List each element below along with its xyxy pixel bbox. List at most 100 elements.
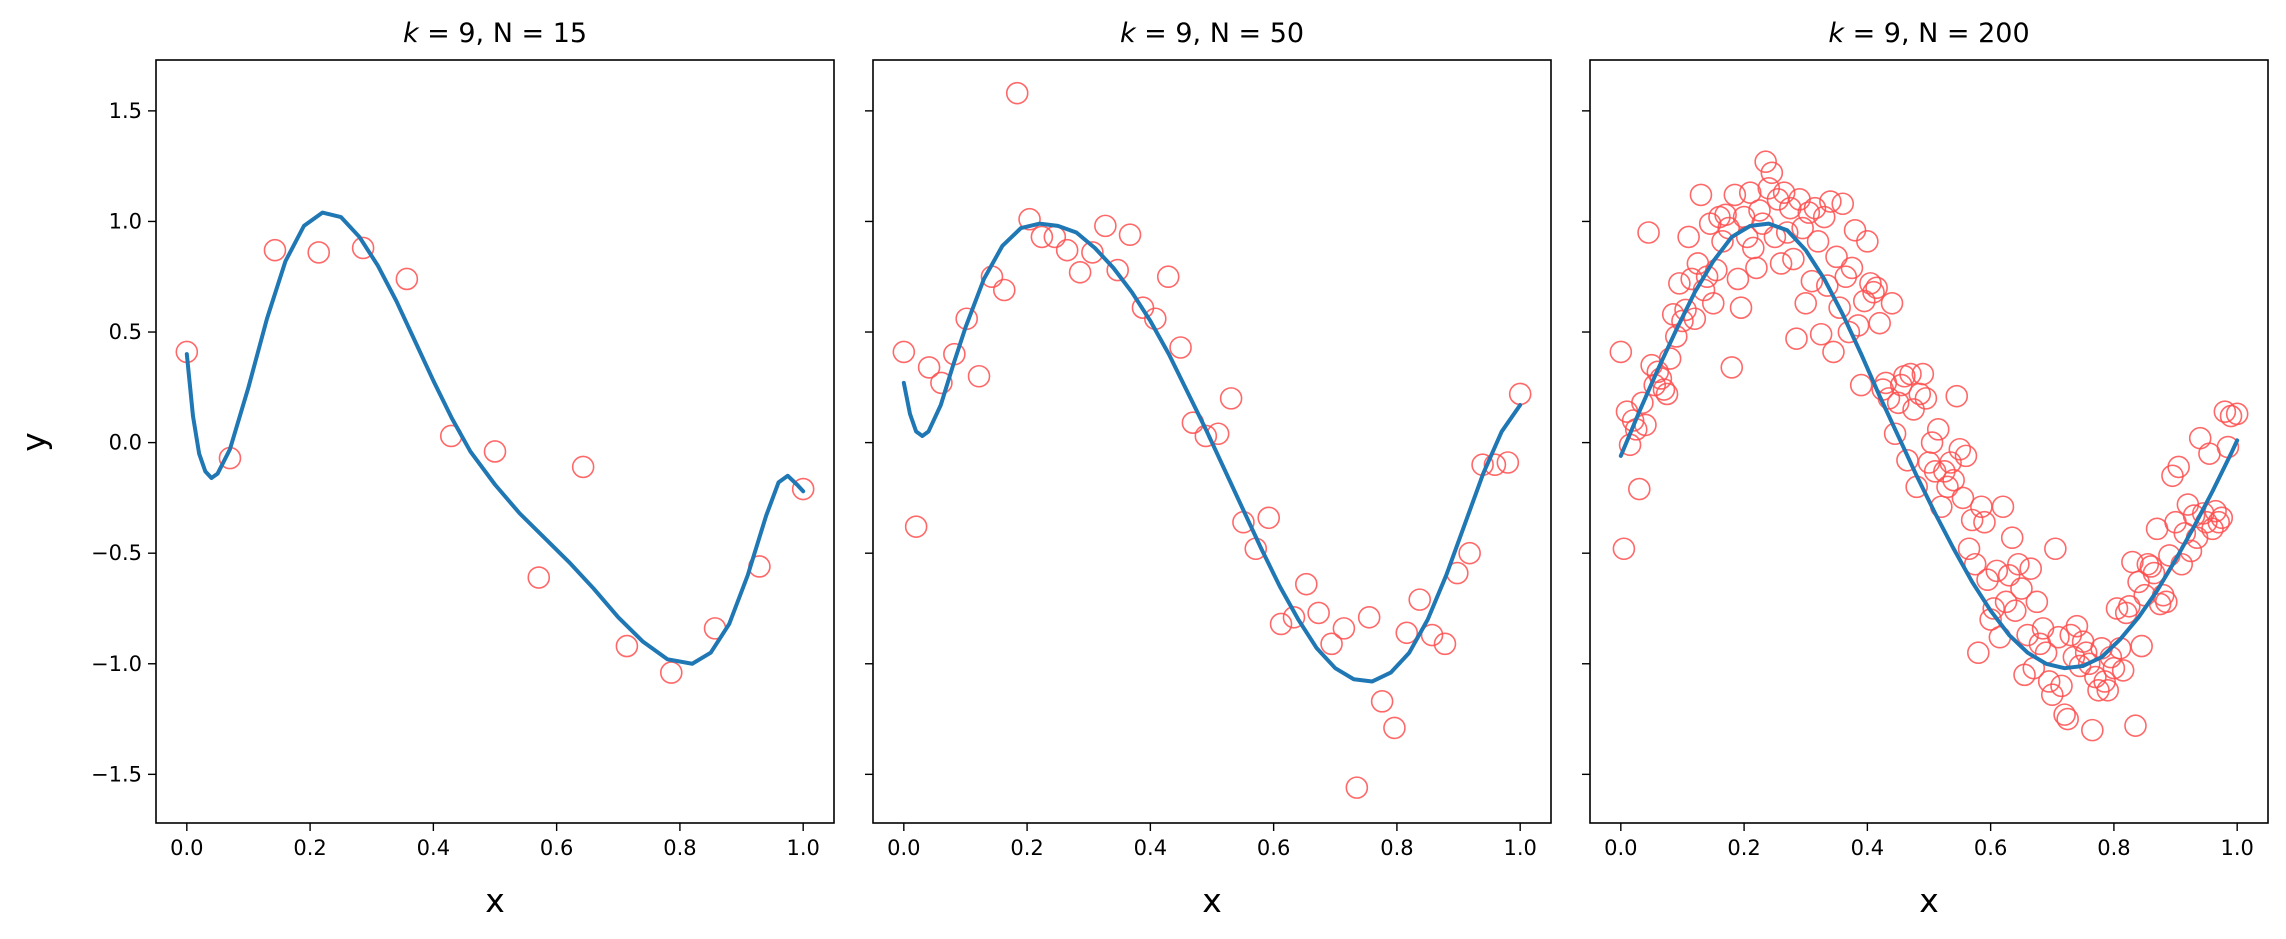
- data-point: [1068, 261, 1092, 284]
- x-tick-label: 0.8: [2097, 836, 2130, 860]
- data-point: [1689, 183, 1713, 207]
- data-point: [2010, 577, 2033, 600]
- data-point: [1852, 289, 1876, 313]
- data-point: [1383, 716, 1406, 740]
- data-point: [917, 356, 941, 379]
- data-point: [1483, 453, 1507, 477]
- data-point: [1433, 632, 1457, 656]
- data-point: [2118, 594, 2141, 618]
- data-point: [1856, 230, 1879, 253]
- y-tick-label: 0.0: [109, 431, 142, 455]
- data-point: [1118, 223, 1142, 247]
- data-point: [967, 364, 991, 388]
- scatter-points: [892, 81, 1532, 799]
- data-point: [1745, 256, 1768, 280]
- data-point: [2016, 623, 2039, 647]
- axes-frame: [1589, 59, 2269, 824]
- panel-2: k = 9, N = 50 0.0 0.2 0.4 0.6 0.8 1.0 x: [865, 18, 1552, 920]
- data-point: [395, 267, 419, 291]
- panel-title: k = 9, N = 200: [1828, 18, 2029, 49]
- data-point: [1332, 617, 1356, 640]
- data-point: [1960, 508, 1984, 532]
- x-tick-label: 0.4: [1851, 836, 1884, 860]
- data-point: [1991, 495, 2015, 519]
- data-point: [1043, 225, 1067, 249]
- data-point: [1674, 298, 1697, 322]
- data-point: [263, 238, 287, 262]
- x-tick-label: 0.2: [1727, 836, 1760, 860]
- x-tick-label: 0.8: [663, 836, 696, 860]
- x-tick-label: 1.0: [1503, 836, 1536, 860]
- data-point: [1628, 477, 1651, 501]
- data-point: [2025, 590, 2049, 614]
- y-tick-label: 1.5: [109, 99, 142, 123]
- data-point: [1831, 192, 1855, 216]
- data-point: [1345, 776, 1369, 799]
- data-point: [1775, 221, 1799, 244]
- axes-frame: [872, 59, 1552, 824]
- data-point: [1698, 212, 1722, 235]
- data-point: [1701, 291, 1725, 315]
- panel-title-rest: = 9, N = 50: [1136, 18, 1304, 49]
- data-point: [1156, 265, 1180, 289]
- data-point: [2142, 561, 2166, 585]
- data-point: [1800, 269, 1824, 293]
- data-point: [2207, 510, 2230, 534]
- fit-curve: [901, 221, 1523, 684]
- panel-3: k = 9, N = 200 0.0 0.2 0.4 0.6 0.8 1.0 x: [1582, 18, 2269, 920]
- data-point: [1677, 225, 1700, 249]
- data-point: [1812, 205, 1836, 229]
- data-point: [1951, 486, 1975, 510]
- data-point: [1865, 276, 1888, 300]
- data-point: [527, 566, 551, 589]
- data-point: [1791, 216, 1814, 240]
- data-point: [1658, 347, 1682, 370]
- data-point: [1825, 245, 1848, 269]
- panel-title: k = 9, N = 50: [1120, 18, 1304, 49]
- data-point: [1282, 606, 1306, 629]
- x-tick-label: 0.0: [887, 836, 920, 860]
- data-point: [1939, 451, 1962, 474]
- data-point: [1828, 296, 1851, 319]
- panel-title: k = 9, N = 15: [403, 18, 587, 49]
- y-axis-label: y: [14, 432, 53, 452]
- data-point: [2225, 402, 2249, 426]
- data-point: [2003, 599, 2027, 622]
- data-point: [1868, 311, 1891, 335]
- panel-1: k = 9, N = 15 0.0 0.2 0.4 0.6 0.8 1.0 1.5 1.0 0.5…: [91, 18, 835, 920]
- data-point: [1976, 568, 1999, 592]
- data-point: [1797, 201, 1821, 224]
- y-tick-label: −1.0: [91, 652, 142, 676]
- data-point: [2219, 404, 2243, 428]
- data-point: [1030, 225, 1054, 249]
- data-point: [1005, 81, 1029, 105]
- data-point: [1859, 272, 1882, 295]
- data-point: [2210, 506, 2234, 530]
- data-point: [2204, 499, 2227, 523]
- data-point: [2053, 703, 2076, 726]
- data-point: [1652, 378, 1676, 401]
- data-point: [1760, 161, 1784, 185]
- x-tick-label: 1.0: [786, 836, 819, 860]
- y-tick-label: −1.5: [91, 762, 142, 786]
- data-point: [1720, 356, 1744, 379]
- x-tick-label: 0.0: [170, 836, 203, 860]
- data-point: [1936, 475, 1959, 499]
- data-point: [1458, 541, 1481, 565]
- data-point: [1945, 384, 1969, 408]
- data-point: [1985, 559, 2009, 583]
- data-point: [1269, 612, 1293, 636]
- data-point: [1769, 252, 1793, 275]
- data-point: [307, 241, 331, 264]
- data-point: [892, 340, 916, 364]
- data-point: [2013, 663, 2036, 687]
- data-point: [1370, 690, 1394, 713]
- data-point: [1862, 280, 1885, 304]
- data-point: [1794, 291, 1818, 315]
- data-point: [992, 278, 1016, 302]
- x-tick-label: 0.4: [1134, 836, 1167, 860]
- data-point: [1782, 247, 1805, 271]
- panel-title-rest: = 9, N = 15: [419, 18, 587, 49]
- data-point: [1612, 537, 1636, 561]
